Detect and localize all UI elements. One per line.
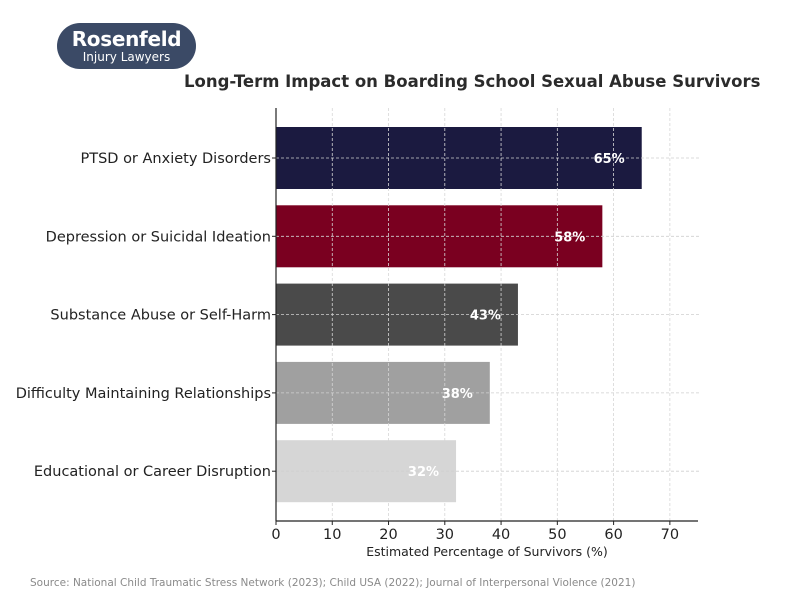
bar-value-label: 58% (554, 230, 585, 245)
x-tick-label: 30 (436, 527, 454, 543)
x-tick-label: 10 (323, 527, 341, 543)
rosenfeld-logo: Rosenfeld Injury Lawyers (57, 23, 196, 69)
bar-value-label: 38% (442, 387, 473, 402)
bar-value-label: 32% (408, 465, 439, 480)
source-note: Source: National Child Traumatic Stress … (30, 577, 636, 589)
x-tick-label: 40 (492, 527, 510, 543)
x-tick-label: 20 (379, 527, 397, 543)
logo-subtitle: Injury Lawyers (82, 50, 171, 64)
x-axis-title: Estimated Percentage of Survivors (%) (366, 544, 608, 559)
bar-value-label: 43% (470, 309, 501, 324)
x-tick-label: 70 (661, 527, 679, 543)
logo-brand: Rosenfeld (71, 27, 182, 51)
x-tick-label: 60 (604, 527, 622, 543)
category-label: Substance Abuse or Self-Harm (50, 308, 271, 324)
x-tick-label: 0 (271, 527, 280, 543)
category-label: Difficulty Maintaining Relationships (16, 386, 271, 402)
category-label: PTSD or Anxiety Disorders (80, 151, 271, 167)
chart-title: Long-Term Impact on Boarding School Sexu… (184, 72, 761, 91)
x-tick-label: 50 (548, 527, 566, 543)
bar-value-label: 65% (594, 152, 625, 167)
category-label: Educational or Career Disruption (34, 464, 271, 480)
category-label: Depression or Suicidal Ideation (46, 229, 271, 245)
